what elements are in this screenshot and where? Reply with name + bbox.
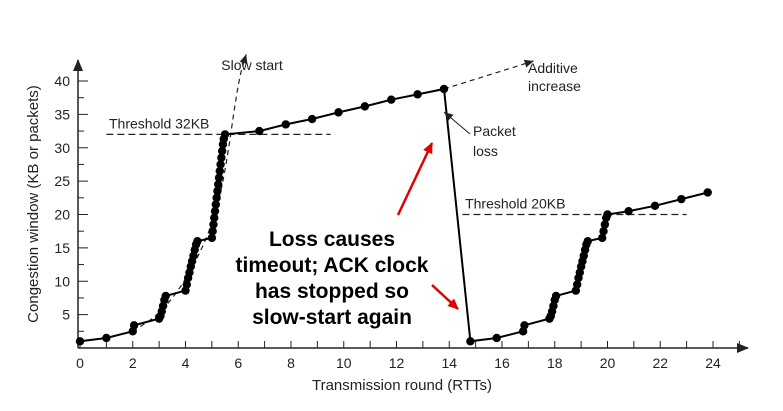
- data-point: [520, 321, 529, 330]
- annotation-additive-increase-line2: increase: [528, 78, 581, 94]
- data-point: [209, 220, 218, 229]
- data-point: [598, 233, 607, 243]
- annotation-slow-start: Slow start: [221, 57, 283, 73]
- data-point: [182, 280, 192, 289]
- x-axis-label: Transmission round (RTTs): [312, 377, 492, 394]
- y-tick-label: 10: [54, 273, 70, 289]
- callout-line-2: timeout; ACK clock: [236, 254, 429, 277]
- x-tick-label: 24: [705, 355, 721, 371]
- data-point: [360, 102, 370, 111]
- data-point: [75, 337, 85, 346]
- y-tick-label: 20: [54, 207, 70, 223]
- data-point: [334, 108, 343, 117]
- y-tick-label: 15: [54, 240, 70, 256]
- data-point: [220, 130, 230, 139]
- threshold-label-2: Threshold 20KB: [465, 196, 565, 212]
- callout-arrow-down: [431, 284, 459, 310]
- data-point: [624, 206, 633, 216]
- data-point: [677, 194, 686, 204]
- data-point: [193, 237, 202, 246]
- callout-line-1: Loss causes: [269, 228, 395, 251]
- data-point: [102, 333, 111, 343]
- packet-loss-pointer: [443, 111, 471, 135]
- x-tick-label: 18: [547, 355, 563, 371]
- y-tick-label: 40: [54, 73, 70, 89]
- data-point: [217, 153, 226, 162]
- threshold-lines: Threshold 32KB Threshold 20KB: [106, 115, 687, 216]
- data-point: [212, 193, 221, 203]
- data-point: [307, 114, 317, 124]
- data-point: [255, 126, 264, 136]
- data-point: [599, 226, 608, 236]
- data-point: [214, 173, 224, 182]
- data-point: [161, 291, 170, 301]
- callout-line-3: has stopped so: [255, 280, 409, 303]
- data-point: [281, 120, 290, 129]
- data-point: [492, 333, 501, 343]
- callout-text: Loss causes timeout; ACK clock has stopp…: [236, 228, 429, 329]
- data-point: [466, 337, 475, 346]
- data-point: [215, 166, 224, 176]
- data-point: [413, 90, 422, 99]
- data-point: [439, 84, 449, 94]
- x-tick-label: 20: [600, 355, 616, 371]
- x-axis-ticks: 0 2 4 6 8 10 12 14 16 18 20 22 24: [76, 341, 740, 371]
- data-point: [129, 321, 139, 330]
- data-point: [216, 160, 225, 169]
- x-tick-label: 16: [494, 355, 510, 371]
- y-tick-label: 35: [54, 106, 70, 122]
- x-tick-label: 2: [129, 355, 137, 371]
- callout-line-4: slow-start again: [252, 306, 412, 329]
- data-point: [387, 95, 396, 104]
- data-point: [650, 201, 660, 211]
- x-tick-label: 8: [287, 355, 295, 371]
- data-point: [210, 206, 220, 216]
- data-point: [551, 291, 561, 301]
- data-point: [583, 237, 592, 246]
- x-tick-label: 10: [336, 355, 352, 371]
- data-point: [217, 146, 227, 156]
- slow-start-curve: [132, 54, 248, 332]
- data-point: [214, 180, 223, 189]
- y-axis-label: Congestion window (KB or packets): [25, 85, 42, 323]
- y-tick-label: 5: [62, 307, 70, 323]
- callout-arrow-up: [396, 142, 434, 216]
- x-tick-label: 12: [389, 355, 405, 371]
- y-axis-ticks: 5 10 15 20 25 30 35 40: [54, 73, 88, 332]
- data-point: [207, 233, 217, 243]
- x-tick-label: 22: [652, 355, 668, 371]
- data-point: [208, 226, 217, 236]
- x-tick-label: 6: [234, 355, 242, 371]
- data-point: [213, 186, 222, 196]
- y-tick-label: 25: [54, 173, 70, 189]
- x-tick-label: 4: [182, 355, 190, 371]
- data-point: [603, 210, 612, 219]
- threshold-label-1: Threshold 32KB: [109, 115, 209, 131]
- data-point: [211, 200, 221, 209]
- annotation-packet-loss-line2: loss: [473, 143, 498, 159]
- x-tick-label: 0: [76, 355, 84, 371]
- y-tick-label: 30: [54, 140, 70, 156]
- data-point: [600, 220, 610, 229]
- congestion-window-points: [75, 84, 712, 346]
- additive-increase-extension: [443, 59, 534, 90]
- data-point: [210, 213, 219, 223]
- x-tick-label: 14: [441, 355, 457, 371]
- annotation-packet-loss-line1: Packet: [473, 123, 516, 139]
- annotation-additive-increase-line1: Additive: [528, 60, 578, 76]
- data-point: [572, 280, 582, 289]
- data-point: [703, 188, 712, 197]
